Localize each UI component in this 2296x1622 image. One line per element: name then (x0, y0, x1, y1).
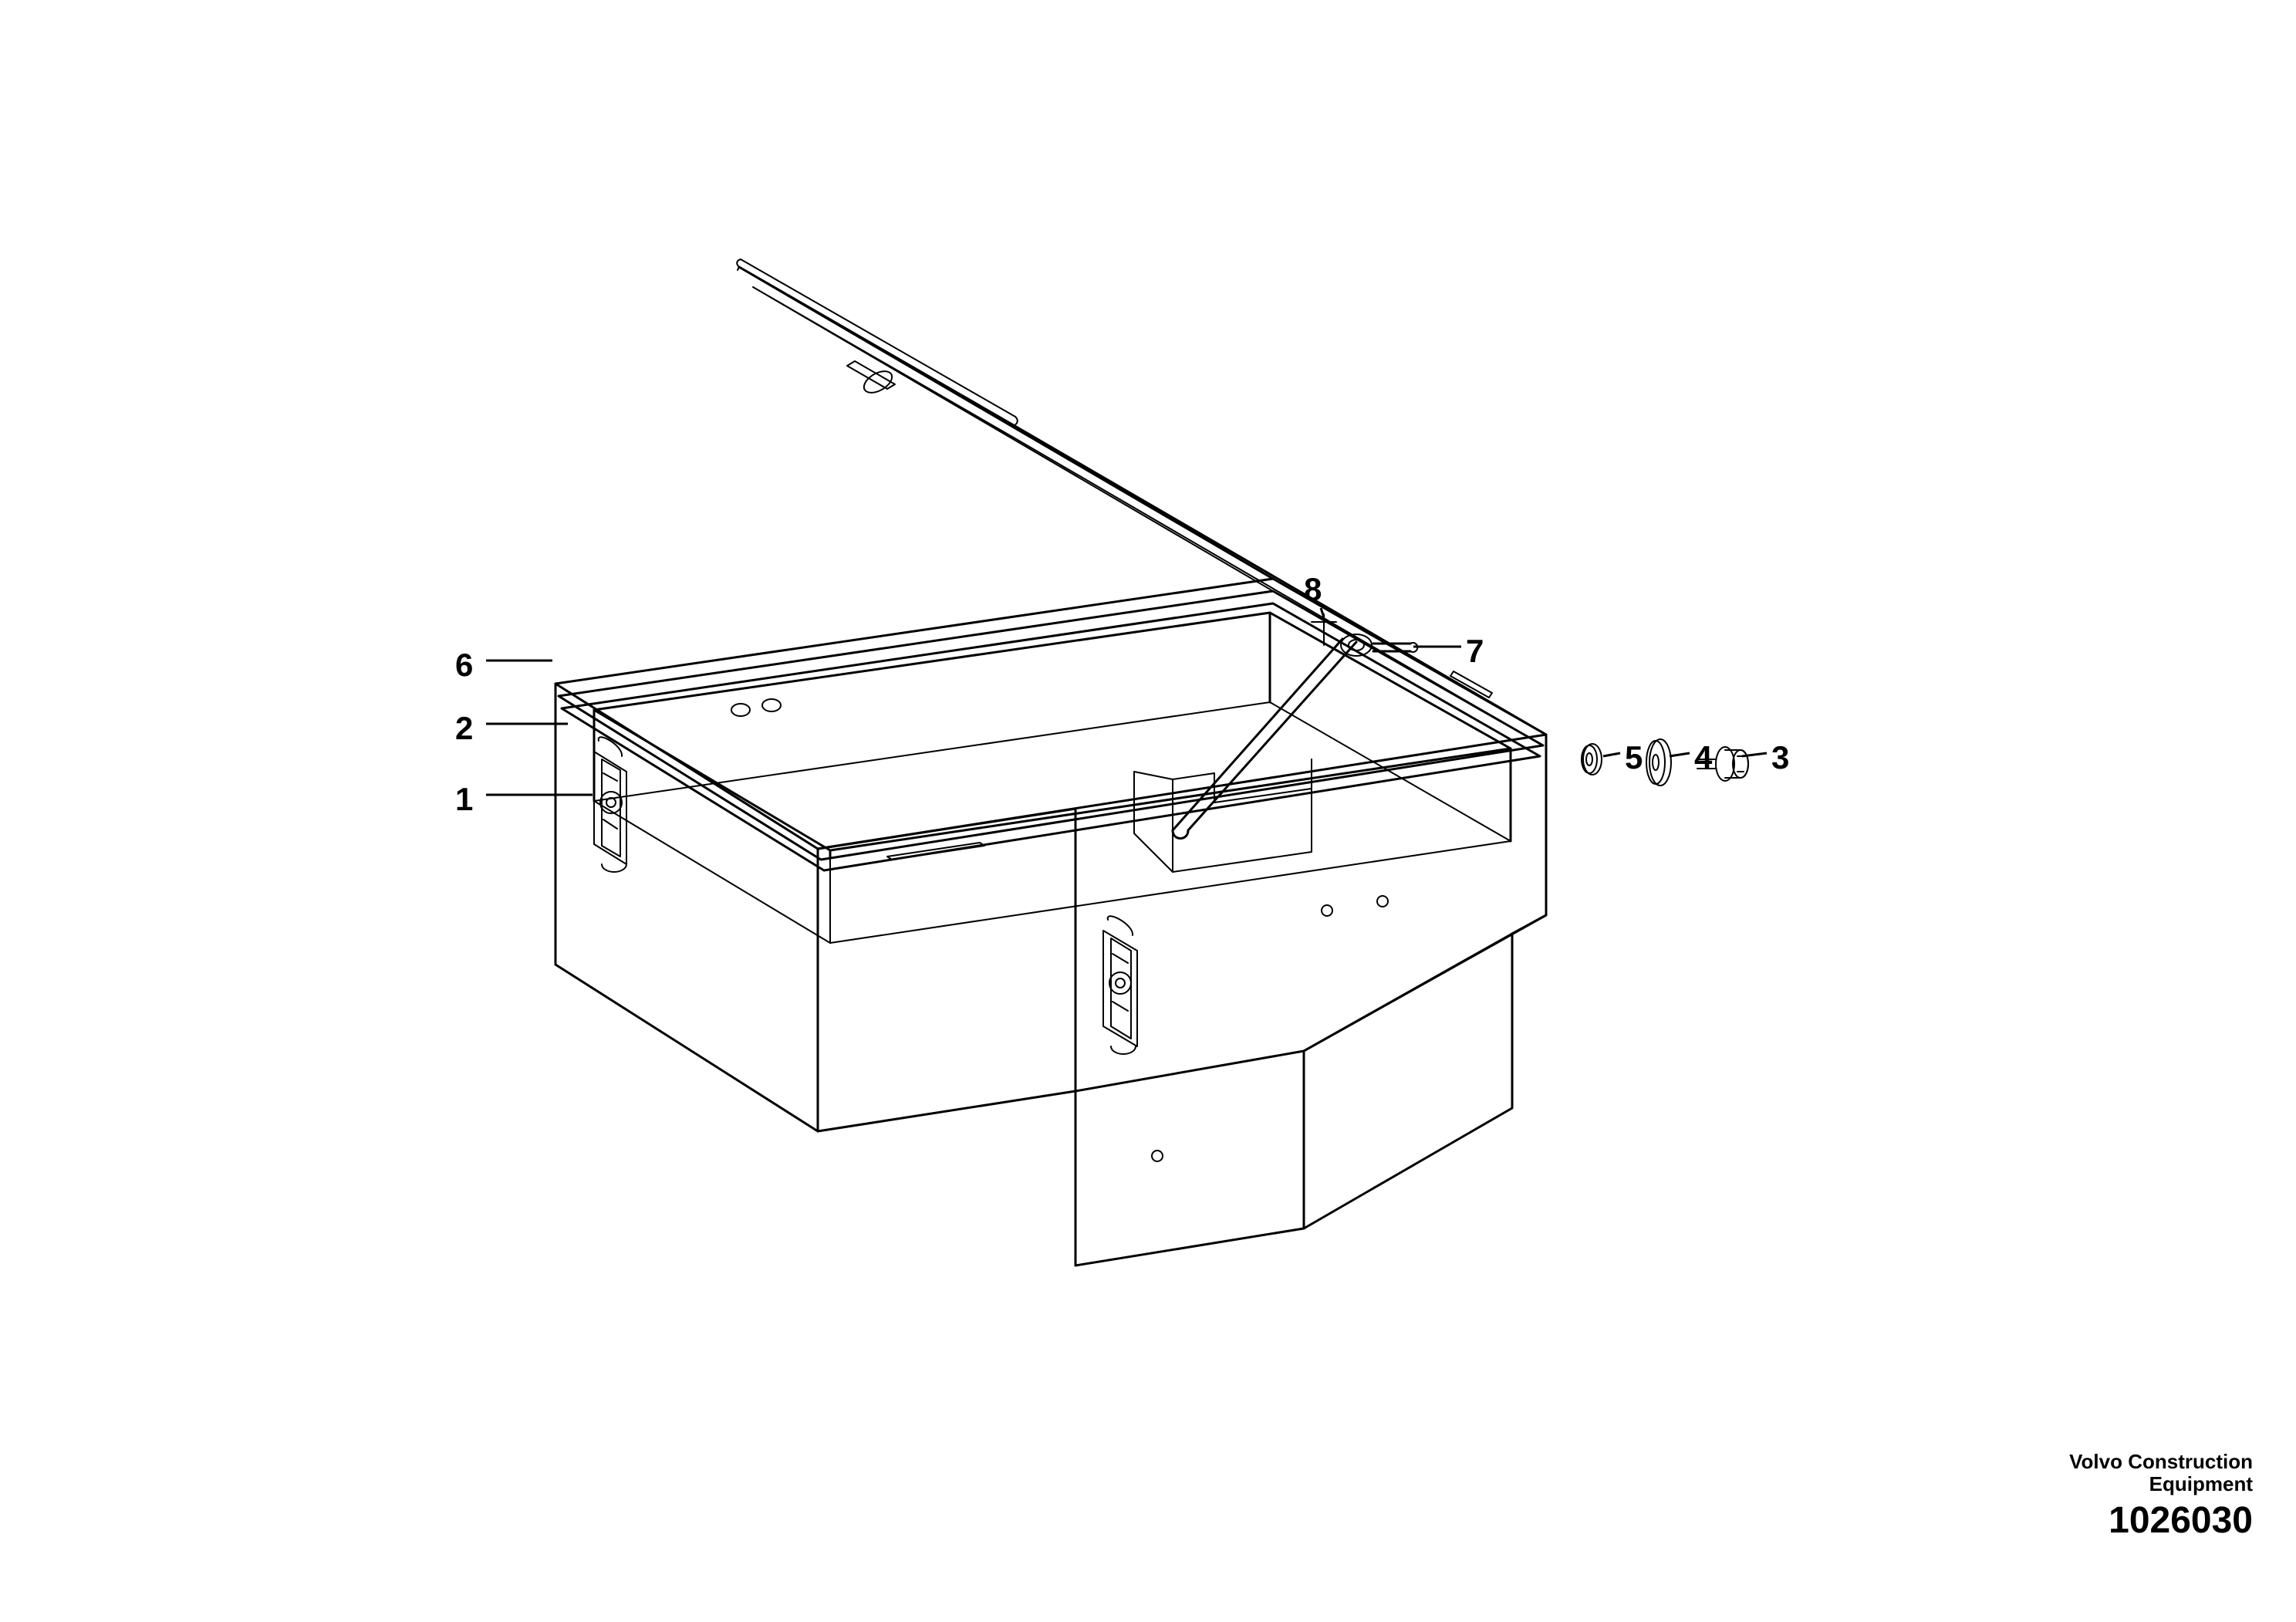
callout-4: 4 (1694, 739, 1712, 776)
footer-block: Volvo Construction Equipment 1026030 (2006, 1451, 2253, 1542)
footer-brand-line2: Equipment (2149, 1472, 2253, 1495)
callout-6: 6 (455, 647, 473, 684)
latch-right (1103, 916, 1137, 1054)
part-5 (1582, 744, 1602, 775)
footer-brand-line1: Volvo Construction (2069, 1450, 2253, 1473)
callout-3: 3 (1771, 739, 1789, 776)
toolbox-diagram (0, 0, 2296, 1622)
callout-8: 8 (1304, 571, 1322, 608)
callout-7: 7 (1466, 633, 1484, 670)
callout-5: 5 (1625, 739, 1643, 776)
callout-1: 1 (455, 781, 473, 818)
callout-2: 2 (455, 710, 473, 747)
footer-figure-number: 1026030 (2006, 1499, 2253, 1542)
part-4 (1646, 739, 1671, 786)
callout-leaders (486, 608, 1767, 795)
